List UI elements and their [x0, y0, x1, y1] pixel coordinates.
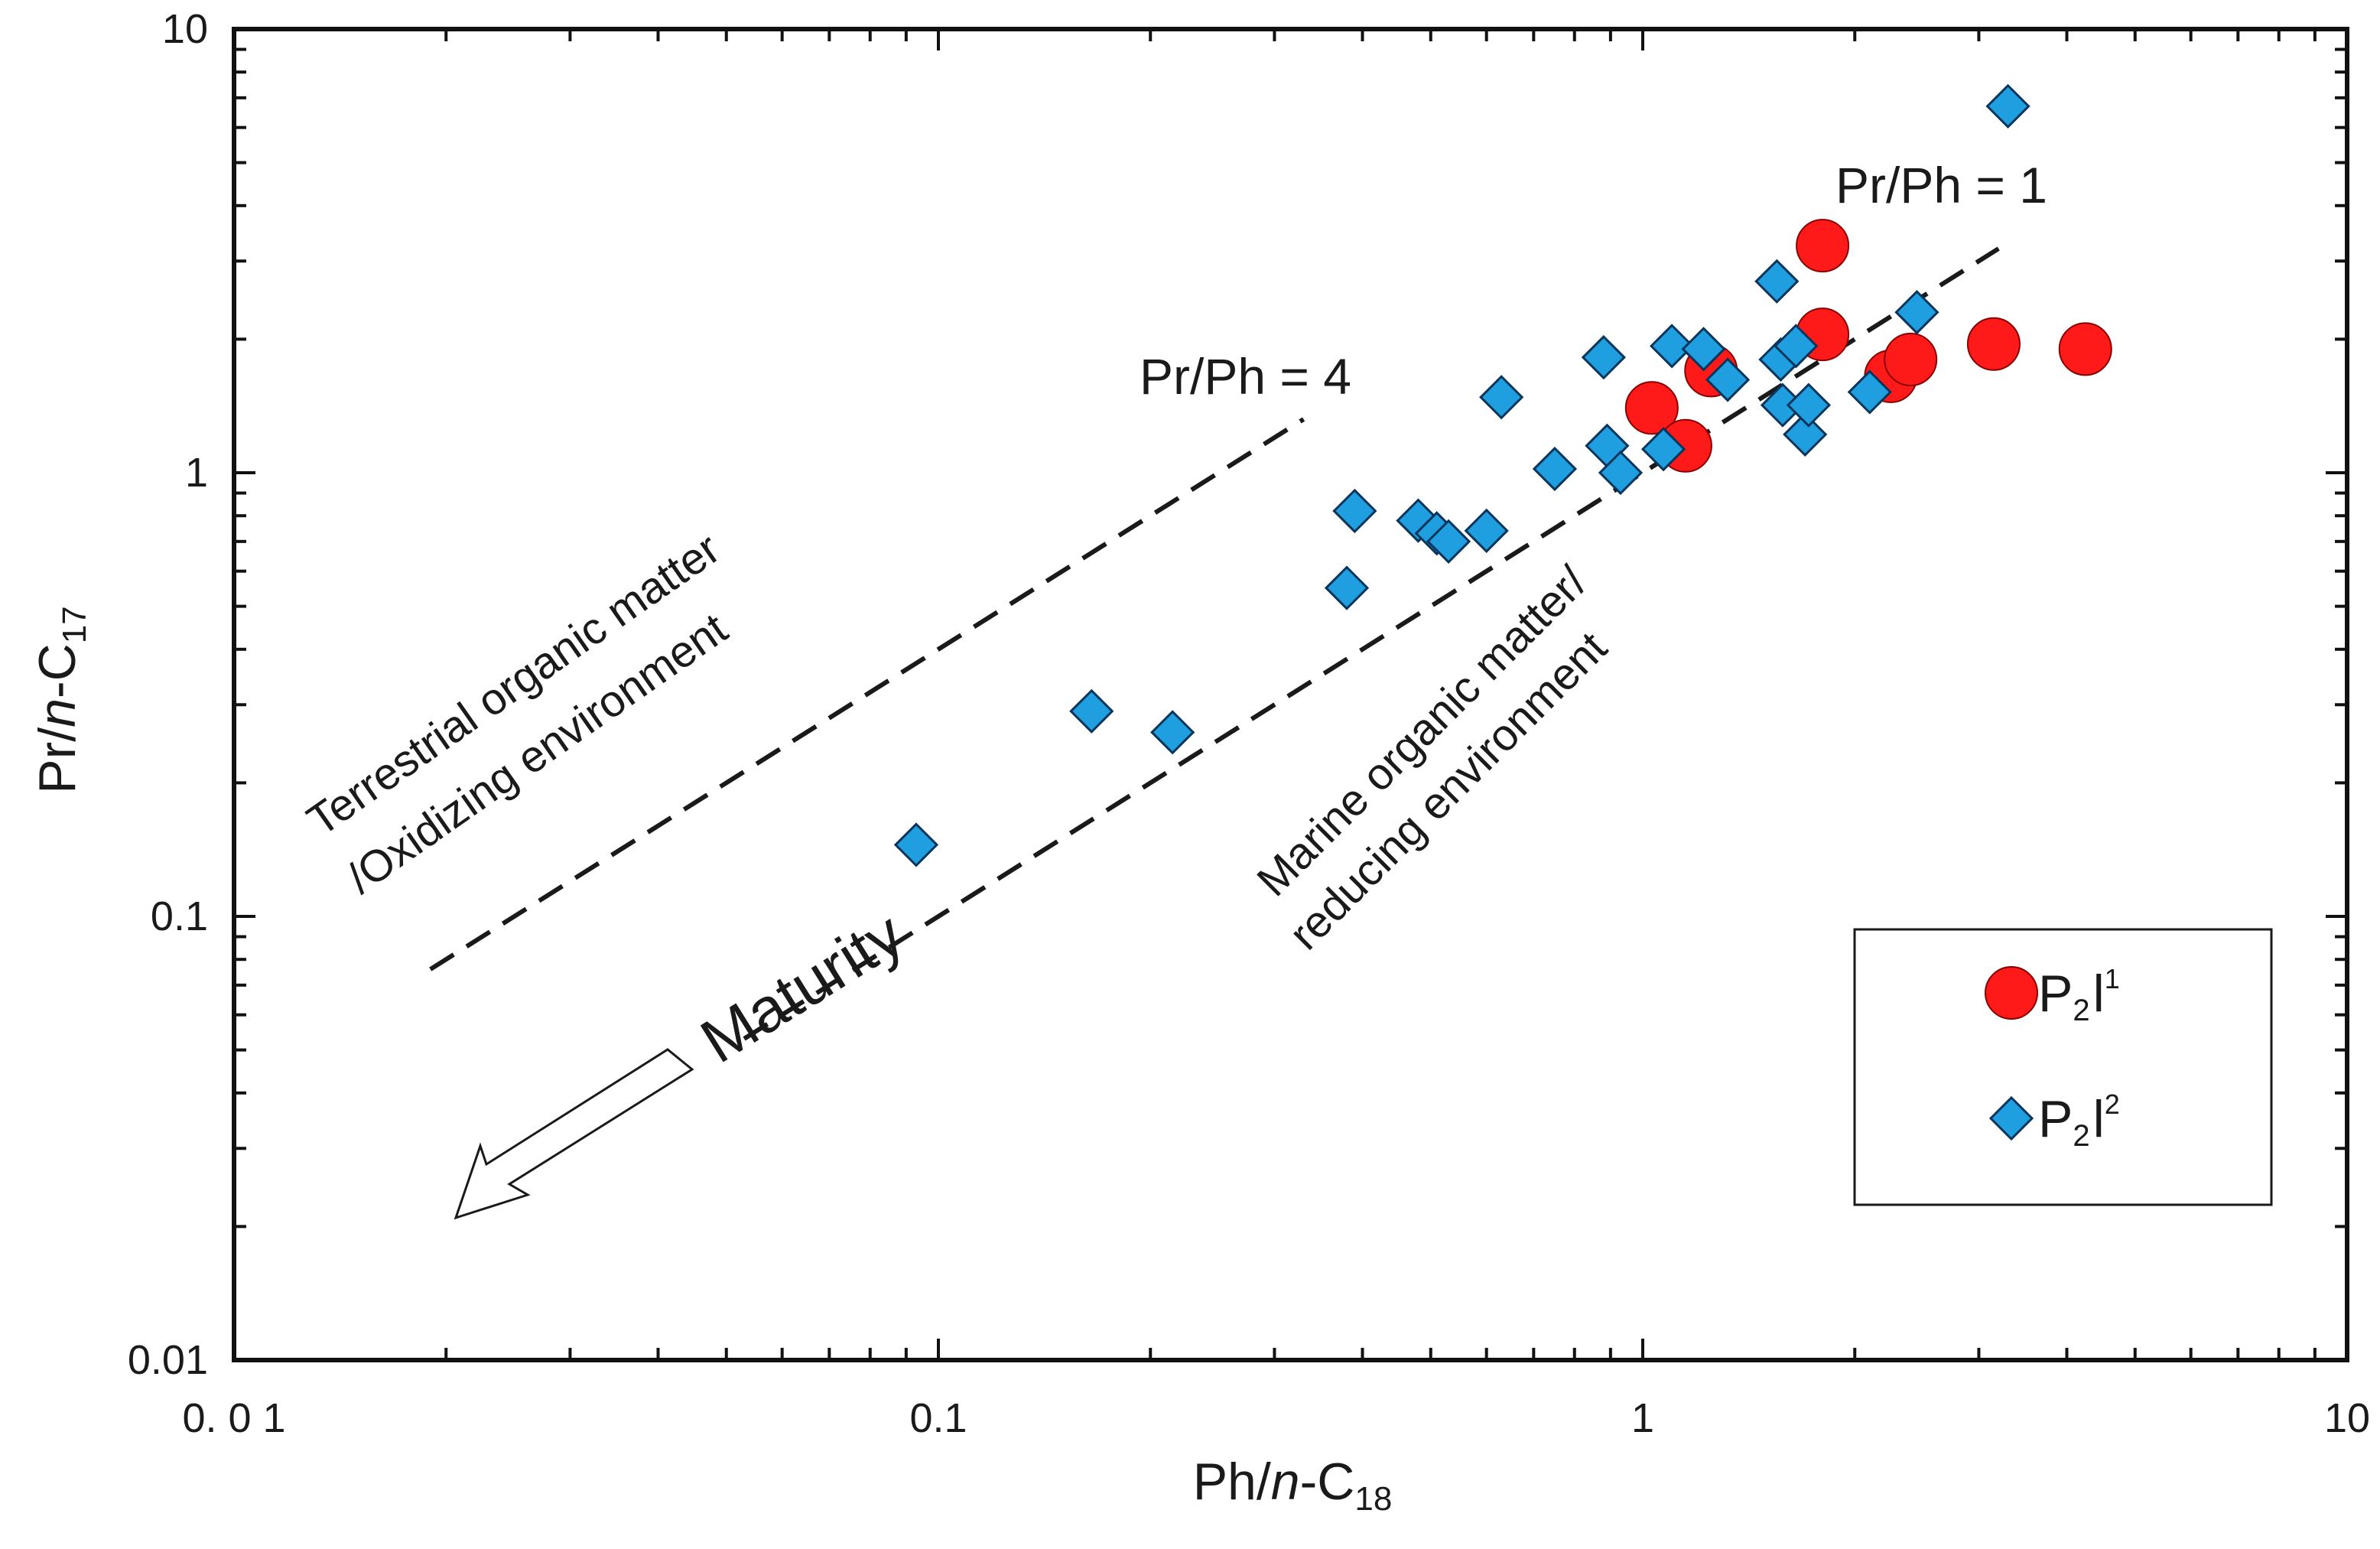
data-point-diamond: [1705, 357, 1751, 402]
plot-frame: [232, 27, 2349, 1362]
x-tick-label: 10: [2324, 1395, 2370, 1441]
data-point-circle: [1796, 219, 1850, 273]
data-point-diamond: [1598, 450, 1644, 496]
data-point-diamond: [1754, 259, 1800, 304]
data-point-diamond: [1650, 324, 1695, 369]
marine-annotation-line1: Marine organic matter/: [1247, 556, 1597, 906]
axis-ticks: [232, 28, 2349, 1362]
data-point-diamond: [1426, 519, 1471, 564]
data-point-diamond: [1581, 335, 1626, 380]
legend-marker-circle: [1985, 966, 2038, 1020]
data-point-diamond: [1479, 375, 1524, 420]
x-axis-label: Ph/n-C18: [1193, 1453, 1393, 1518]
y-tick-label: 0.1: [151, 893, 208, 939]
data-point-circle: [1884, 332, 1938, 386]
data-point-diamond: [1774, 324, 1819, 369]
tick-labels: 0. 0 1 0.1 1 10 0.01 0.1 1 10: [128, 6, 2370, 1441]
reference-lines: [429, 246, 2000, 1041]
data-points: [893, 83, 2112, 867]
data-point-circle: [1624, 381, 1679, 435]
legend-marker-diamond: [1988, 1095, 2034, 1141]
x-tick-label: 0. 0 1: [182, 1395, 285, 1441]
data-point-diamond: [1150, 710, 1195, 755]
data-point-circle: [1966, 317, 2021, 371]
y-tick-label: 10: [162, 6, 208, 52]
reference-line-label: Pr/Ph = 4: [1140, 348, 1351, 405]
legend-label: P2l2: [2038, 1089, 2120, 1153]
data-point-diamond: [1985, 83, 2030, 129]
x-tick-label: 0.1: [909, 1395, 967, 1441]
maturity-arrow: [454, 1048, 694, 1220]
data-point-diamond: [1532, 446, 1578, 492]
data-point-diamond: [893, 822, 939, 867]
maturity-label: Maturity: [689, 900, 915, 1077]
data-point-diamond: [1847, 369, 1892, 415]
data-point-diamond: [1069, 688, 1114, 734]
reference-line: [743, 246, 2000, 1041]
y-tick-label: 0.01: [128, 1337, 208, 1383]
data-point-diamond: [1783, 412, 1828, 457]
x-tick-label: 1: [1631, 1395, 1654, 1441]
data-point-circle: [2058, 322, 2112, 376]
data-point-diamond: [1324, 565, 1370, 610]
data-point-diamond: [1786, 382, 1832, 428]
legend-box: [1853, 928, 2273, 1206]
data-point-diamond: [1332, 488, 1377, 534]
y-axis-label: Pr/n-C17: [28, 606, 93, 793]
legend-label: P2l1: [2038, 963, 2120, 1027]
legend: P2l1 P2l2: [1853, 928, 2273, 1206]
reference-line-labels: Pr/Ph = 4 Pr/Ph = 1: [1140, 157, 2047, 405]
y-tick-label: 1: [185, 450, 208, 496]
reference-line-label: Pr/Ph = 1: [1835, 157, 2047, 213]
reference-line: [429, 417, 1305, 971]
data-point-diamond: [1640, 427, 1686, 472]
data-point-diamond: [1681, 327, 1726, 372]
data-point-diamond: [1894, 290, 1939, 335]
data-point-diamond: [1464, 508, 1509, 553]
